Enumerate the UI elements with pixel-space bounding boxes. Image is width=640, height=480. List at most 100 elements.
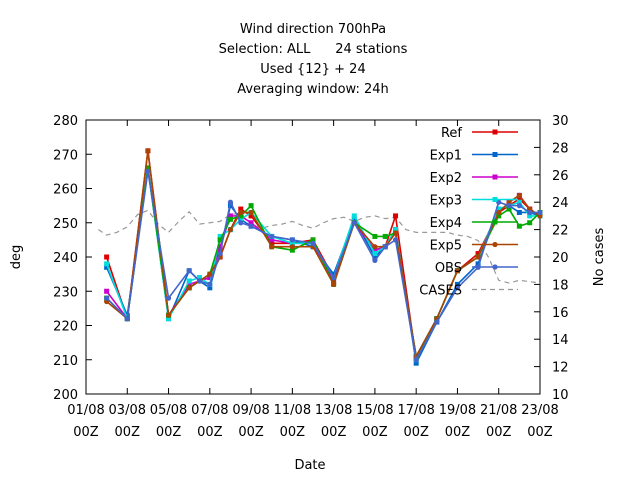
data-point [207,275,213,281]
y2-tick-label: 14 [552,333,569,348]
legend-label: CASES [419,284,462,299]
x-tick-label-time: 00Z [527,425,553,440]
data-point [145,168,151,174]
x-tick-label-time: 00Z [156,425,182,440]
x-tick-label: 11/08 [274,403,311,418]
series-line [106,171,540,363]
y-tick-label: 270 [53,148,78,163]
data-point [238,213,244,219]
y2-tick-label: 20 [552,251,569,266]
legend-label: OBS [435,261,462,276]
y-tick-label: 280 [53,114,78,129]
data-point [496,209,502,216]
data-point [238,206,244,212]
series-line [105,150,541,363]
data-point [475,261,481,267]
data-point [506,206,512,212]
data-point [217,250,223,257]
chart-title: Wind direction 700hPa Selection: ALL 24 s… [219,22,408,97]
x-tick-label-time: 00Z [445,425,471,440]
plot-frame [85,119,541,395]
y-axis-label: deg [9,245,24,270]
data-point [196,278,203,284]
data-point [165,312,172,318]
data-point [269,233,275,240]
series-line [106,167,541,359]
data-point [227,227,234,233]
data-point [372,233,378,239]
data-point [248,213,254,219]
data-point [372,251,378,257]
data-point [434,319,440,325]
legend-label: Exp3 [430,194,462,209]
data-point [207,271,213,277]
y2-tick-label: 28 [552,141,569,156]
data-point [289,244,295,250]
data-point [269,237,275,243]
data-point [227,216,233,222]
data-point [166,316,172,322]
x-tick-label-time: 00Z [280,425,306,440]
y-tick-label: 260 [53,183,78,198]
series-group [104,148,543,366]
data-point [238,220,244,226]
series-obs [104,168,543,363]
x-tick-label: 05/08 [150,403,187,418]
data-point [310,240,316,246]
y2-tick-label: 24 [552,196,569,211]
data-point [104,264,110,270]
data-point [393,227,399,233]
data-point [227,213,233,219]
legend-marker [492,197,498,202]
data-point [516,223,522,229]
data-point [310,237,316,243]
x-tick-label-time: 00Z [403,425,429,440]
x-tick-label: 23/08 [521,403,558,418]
data-point [506,203,512,209]
cases-line [98,209,541,284]
title-line: Selection: ALL 24 stations [219,42,408,57]
axes: 200 210 220 230 240 250 260 270 280 10 12 14 16 18 20 2… [53,114,568,440]
title-line: Wind direction 700hPa [240,22,386,37]
x-tick-label: 07/08 [191,403,228,418]
data-point [248,223,254,229]
data-point [475,251,481,257]
data-point [537,209,543,216]
data-point [527,209,533,216]
legend-label: Exp1 [430,149,462,164]
x-tick-label: 21/08 [480,403,517,418]
data-point [289,237,295,243]
y-tick-label: 250 [53,217,78,232]
data-point [351,213,357,219]
y-tick-label: 230 [53,285,78,300]
data-point [516,209,522,215]
data-point [186,285,192,291]
data-point [351,216,357,222]
data-point [289,247,295,253]
data-point [413,360,419,366]
x-tick-label: 13/08 [315,403,352,418]
data-point [331,271,337,277]
y-tick-label: 200 [53,388,78,403]
data-point [227,199,234,205]
data-point [248,220,254,226]
data-point [475,254,481,260]
data-point [331,281,337,287]
plot-border [85,119,541,395]
data-point [527,213,533,219]
legend-marker [492,152,498,157]
legend-label: Exp2 [430,171,462,186]
x-tick-label-time: 00Z [197,425,223,440]
data-point [516,199,522,205]
data-point [269,244,275,250]
data-point [289,240,295,246]
legend-label: Ref [441,126,462,141]
data-point [248,209,254,216]
data-point [382,233,388,239]
data-point [351,220,357,226]
legend-marker [492,264,498,270]
data-point [248,203,254,209]
y2-tick-label: 16 [552,306,569,321]
data-point [217,233,223,239]
